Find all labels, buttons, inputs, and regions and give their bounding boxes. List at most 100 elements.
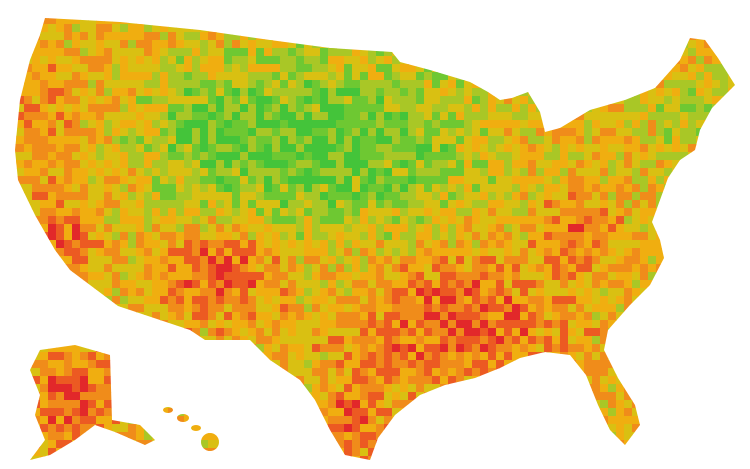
county-cell xyxy=(152,160,161,169)
county-cell xyxy=(312,184,321,193)
county-cell xyxy=(424,88,433,97)
county-cell xyxy=(104,296,113,305)
county-cell xyxy=(328,48,337,57)
county-cell xyxy=(248,408,257,417)
county-cell xyxy=(504,176,513,185)
county-cell xyxy=(128,80,137,89)
county-cell xyxy=(0,16,9,25)
county-cell xyxy=(504,192,513,201)
county-cell xyxy=(512,18,521,25)
county-cell xyxy=(432,200,441,209)
county-cell xyxy=(136,360,145,369)
county-cell xyxy=(344,120,353,129)
county-cell xyxy=(112,384,121,393)
county-cell xyxy=(144,344,153,353)
county-cell xyxy=(432,32,441,41)
county-cell xyxy=(16,216,25,225)
county-cell xyxy=(528,184,537,193)
county-cell xyxy=(424,304,433,313)
county-cell xyxy=(616,264,625,273)
county-cell xyxy=(488,120,497,129)
county-cell xyxy=(664,288,673,297)
county-cell xyxy=(408,304,417,313)
county-cell xyxy=(640,296,649,305)
county-cell xyxy=(272,80,281,89)
county-cell xyxy=(576,248,585,257)
county-cell xyxy=(664,304,673,313)
county-cell xyxy=(152,18,161,25)
county-cell xyxy=(184,8,193,17)
county-cell xyxy=(592,280,601,289)
county-cell xyxy=(488,40,497,49)
county-cell xyxy=(344,168,353,177)
county-cell xyxy=(304,400,313,409)
county-cell xyxy=(632,272,641,281)
county-cell xyxy=(568,256,577,265)
county-cell xyxy=(256,288,265,297)
county-cell xyxy=(96,184,105,193)
county-cell xyxy=(400,408,409,417)
county-cell xyxy=(120,18,129,25)
county-cell xyxy=(656,272,665,281)
county-cell xyxy=(744,296,750,305)
county-cell xyxy=(496,64,505,73)
county-cell xyxy=(16,376,25,385)
county-cell xyxy=(576,40,585,49)
county-cell xyxy=(440,400,449,409)
county-cell xyxy=(216,344,225,353)
county-cell xyxy=(448,384,457,393)
county-cell xyxy=(600,128,609,137)
county-cell xyxy=(664,248,673,257)
county-cell xyxy=(376,344,385,353)
county-cell xyxy=(192,72,201,81)
county-cell xyxy=(416,72,425,81)
county-cell xyxy=(632,344,641,353)
county-cell xyxy=(232,200,241,209)
county-cell xyxy=(560,272,569,281)
county-cell xyxy=(232,208,241,217)
county-cell xyxy=(568,360,577,369)
county-cell xyxy=(240,176,249,185)
county-cell xyxy=(440,18,449,25)
county-cell xyxy=(544,336,553,345)
county-cell xyxy=(624,96,633,105)
county-cell xyxy=(112,408,121,417)
county-cell xyxy=(408,320,417,329)
county-cell xyxy=(328,0,337,9)
county-cell xyxy=(368,48,377,57)
county-cell xyxy=(96,112,105,121)
county-cell xyxy=(272,344,281,353)
county-cell xyxy=(576,64,585,73)
county-cell xyxy=(152,384,161,393)
county-cell xyxy=(176,272,185,281)
county-cell xyxy=(488,232,497,241)
county-cell xyxy=(448,144,457,153)
county-cell xyxy=(632,104,641,113)
county-cell xyxy=(616,256,625,265)
county-cell xyxy=(592,160,601,169)
county-cell xyxy=(56,32,65,41)
county-cell xyxy=(584,376,593,385)
county-cell xyxy=(336,48,345,57)
county-cell xyxy=(688,304,697,313)
county-cell xyxy=(320,312,329,321)
county-cell xyxy=(376,232,385,241)
county-cell xyxy=(312,304,321,313)
county-cell xyxy=(488,24,497,33)
county-cell xyxy=(648,152,657,161)
county-cell xyxy=(32,72,41,81)
county-cell xyxy=(288,176,297,185)
county-cell xyxy=(600,104,609,113)
county-cell xyxy=(624,24,633,33)
county-cell xyxy=(184,104,193,113)
county-cell xyxy=(704,120,713,129)
county-cell xyxy=(720,288,729,297)
county-cell xyxy=(536,352,545,361)
county-cell xyxy=(720,392,729,401)
county-cell xyxy=(288,0,297,9)
county-cell xyxy=(64,160,73,169)
county-cell xyxy=(320,240,329,249)
county-cell xyxy=(728,368,735,377)
county-cell xyxy=(648,184,657,193)
county-cell xyxy=(144,96,153,105)
